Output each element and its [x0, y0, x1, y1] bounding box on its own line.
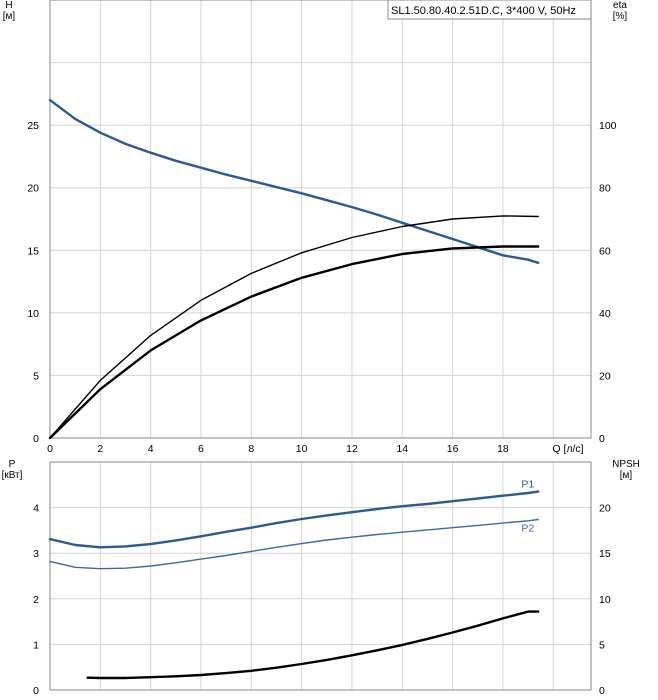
title-box [387, 0, 592, 20]
x-tick-label: 18 [497, 443, 509, 455]
x-tick-label: 6 [198, 443, 204, 455]
y2-tick-label: 20 [599, 503, 611, 515]
y2-tick-label: 40 [599, 308, 611, 320]
y2-tick-label: 15 [599, 548, 611, 560]
x-tick-label: 0 [47, 443, 53, 455]
series-label-p1: P1 [521, 479, 534, 491]
y-tick-label: 3 [33, 548, 39, 560]
y-tick-label: 15 [27, 245, 39, 257]
y-axis-label: H [м] [3, 0, 16, 22]
y2-tick-label: 0 [599, 685, 605, 697]
y-axis-label: P [кВт] [2, 459, 23, 481]
series-curve-1-2 [86, 610, 540, 680]
y2-tick-label: 5 [599, 639, 605, 651]
x-tick-label: 2 [97, 443, 103, 455]
y-tick-label: 0 [33, 433, 39, 445]
y-tick-label: 1 [33, 639, 39, 651]
y2-tick-label: 20 [599, 370, 611, 382]
y2-axis-label: NPSH [м] [612, 459, 640, 481]
x-tick-label: 14 [396, 443, 408, 455]
series-curve-1-1 [49, 518, 539, 570]
x-tick-label: 12 [346, 443, 358, 455]
y-tick-label: 5 [33, 370, 39, 382]
y2-tick-label: 80 [599, 183, 611, 195]
chart-title: SL1.50.80.40.2.51D.C, 3*400 V, 50Hz [391, 5, 576, 17]
y2-tick-label: 0 [599, 433, 605, 445]
series-curve-0-0 [48, 98, 540, 264]
series-label-p2: P2 [521, 522, 534, 534]
y-tick-label: 2 [33, 594, 39, 606]
y2-tick-label: 100 [599, 120, 617, 132]
x-tick-label: 16 [447, 443, 459, 455]
y-tick-label: 0 [33, 685, 39, 697]
y-tick-label: 4 [33, 503, 39, 515]
x-tick-label: 8 [248, 443, 254, 455]
y-tick-label: 25 [27, 120, 39, 132]
series-curve-1-0 [48, 490, 540, 549]
plot-frame [49, 461, 592, 691]
y2-axis-label: eta [%] [613, 0, 628, 22]
x-tick-label: 4 [148, 443, 154, 455]
plot-frame [49, 0, 592, 439]
x-tick-label: 10 [296, 443, 308, 455]
series-curve-0-1 [49, 215, 539, 439]
y2-tick-label: 60 [599, 245, 611, 257]
series-curve-0-2 [48, 245, 540, 440]
y2-tick-label: 10 [599, 594, 611, 606]
y-tick-label: 10 [27, 308, 39, 320]
y-tick-label: 20 [27, 183, 39, 195]
x-axis-label: Q [л/с] [552, 443, 583, 455]
